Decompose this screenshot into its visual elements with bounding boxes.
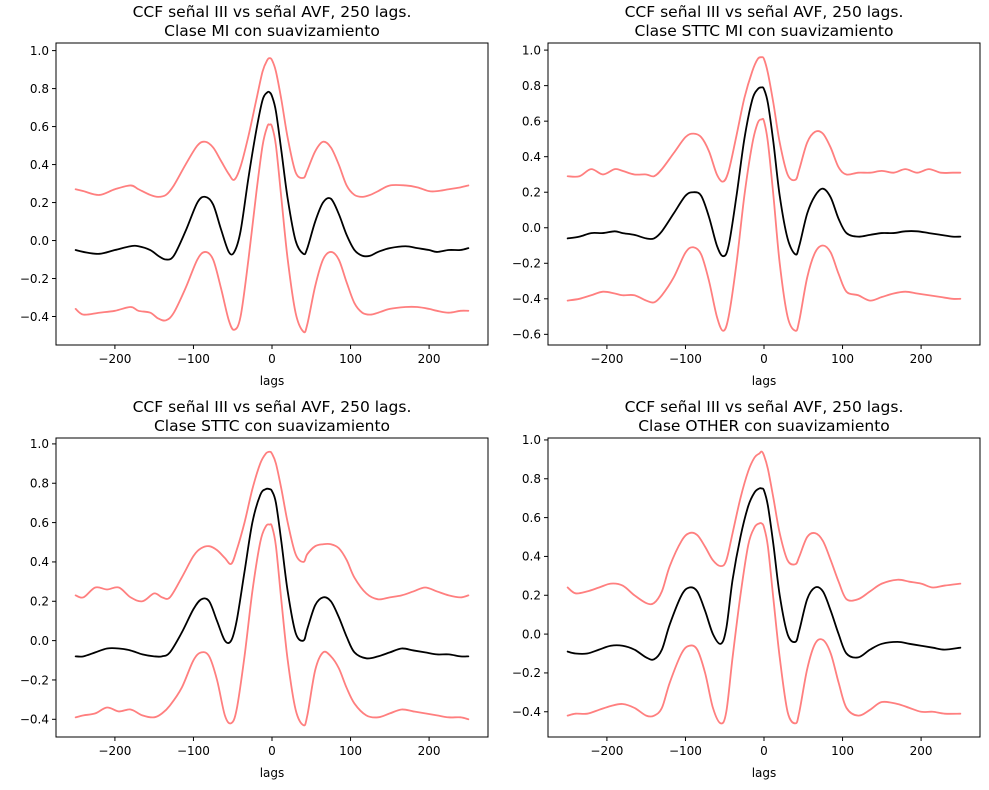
chart-title: CCF señal III vs señal AVF, 250 lags. Cla… xyxy=(625,3,904,40)
x-tick-label: 200 xyxy=(418,744,441,758)
y-tick-label: 0.0 xyxy=(522,221,541,235)
y-tick-label: 0.4 xyxy=(30,158,49,172)
y-tick-label: −0.2 xyxy=(20,673,49,687)
x-tick-label: −200 xyxy=(98,744,131,758)
y-tick-label: 0.8 xyxy=(522,472,541,486)
y-tick-label: 0.8 xyxy=(30,477,49,491)
y-tick-label: 0.6 xyxy=(522,511,541,525)
x-tick-label: 0 xyxy=(268,744,276,758)
y-tick-label: 1.0 xyxy=(30,437,49,451)
subplot-1: CCF señal III vs señal AVF, 250 lags. Cla… xyxy=(20,3,489,388)
y-tick-label: −0.4 xyxy=(20,713,49,727)
y-tick-label: 1.0 xyxy=(522,43,541,57)
chart-title-line: CCF señal III vs señal AVF, 250 lags. xyxy=(625,398,904,416)
series-group xyxy=(566,56,962,332)
x-tick-label: −200 xyxy=(590,352,623,366)
x-tick-label: 100 xyxy=(831,352,854,366)
chart-title: CCF señal III vs señal AVF, 250 lags. Cla… xyxy=(133,3,412,40)
x-axis-label: lags xyxy=(260,766,285,780)
y-tick-label: −0.2 xyxy=(20,272,49,286)
series-group xyxy=(566,450,962,725)
chart-title-line: CCF señal III vs señal AVF, 250 lags. xyxy=(133,398,412,416)
y-tick-label: 1.0 xyxy=(30,44,49,58)
x-axis-label: lags xyxy=(752,766,777,780)
x-tick-label: 200 xyxy=(910,352,933,366)
y-tick-label: 0.0 xyxy=(30,234,49,248)
chart-title-line: Clase MI con suavizamiento xyxy=(164,22,380,40)
x-tick-label: 0 xyxy=(760,744,768,758)
x-tick-label: 200 xyxy=(418,352,441,366)
chart-title: CCF señal III vs señal AVF, 250 lags. Cla… xyxy=(133,398,412,435)
y-tick-label: 0.2 xyxy=(522,589,541,603)
series-group xyxy=(74,450,470,727)
x-axis-label: lags xyxy=(752,374,777,388)
y-tick-label: 0.2 xyxy=(30,196,49,210)
series-line-lower xyxy=(74,123,470,334)
y-tick-label: 0.2 xyxy=(30,595,49,609)
chart-title-line: Clase OTHER con suavizamiento xyxy=(638,417,890,435)
series-line-lower xyxy=(566,522,962,725)
x-tick-label: 0 xyxy=(760,352,768,366)
series-group xyxy=(74,57,470,334)
x-tick-label: −100 xyxy=(177,744,210,758)
series-line-mean xyxy=(566,487,962,661)
y-tick-label: 0.6 xyxy=(30,120,49,134)
chart-title-line: Clase STTC con suavizamiento xyxy=(154,417,390,435)
series-line-upper xyxy=(74,450,470,603)
chart-title-line: Clase STTC MI con suavizamiento xyxy=(635,22,894,40)
series-line-upper xyxy=(74,57,470,198)
x-tick-label: −200 xyxy=(98,352,131,366)
axes-frame xyxy=(55,42,489,346)
y-tick-label: 0.4 xyxy=(30,555,49,569)
x-tick-label: 0 xyxy=(268,352,276,366)
y-tick-label: −0.2 xyxy=(512,666,541,680)
y-tick-label: 0.4 xyxy=(522,150,541,164)
x-tick-label: −100 xyxy=(669,352,702,366)
y-tick-label: 1.0 xyxy=(522,433,541,447)
subplot-2: CCF señal III vs señal AVF, 250 lags. Cla… xyxy=(512,3,981,388)
y-tick-label: 0.8 xyxy=(522,79,541,93)
y-tick-label: 0.0 xyxy=(522,627,541,641)
y-tick-label: 0.6 xyxy=(30,516,49,530)
y-tick-label: 0.8 xyxy=(30,82,49,96)
y-tick-label: 0.4 xyxy=(522,550,541,564)
x-tick-label: −100 xyxy=(669,744,702,758)
subplot-3: CCF señal III vs señal AVF, 250 lags. Cla… xyxy=(20,398,489,780)
series-line-upper xyxy=(566,56,962,183)
series-line-mean xyxy=(566,86,962,258)
y-tick-label: −0.2 xyxy=(512,257,541,271)
series-line-mean xyxy=(74,487,470,660)
y-tick-label: −0.4 xyxy=(20,310,49,324)
axes-frame xyxy=(547,437,981,738)
x-tick-label: 100 xyxy=(831,744,854,758)
chart-title-line: CCF señal III vs señal AVF, 250 lags. xyxy=(625,3,904,21)
chart-title: CCF señal III vs señal AVF, 250 lags. Cla… xyxy=(625,398,904,435)
series-line-upper xyxy=(566,450,962,606)
y-tick-label: 0.0 xyxy=(30,634,49,648)
y-tick-label: 0.6 xyxy=(522,114,541,128)
x-tick-label: −100 xyxy=(177,352,210,366)
x-axis-label: lags xyxy=(260,374,285,388)
subplot-4: CCF señal III vs señal AVF, 250 lags. Cla… xyxy=(512,398,981,780)
series-line-lower xyxy=(566,117,962,332)
y-tick-label: −0.4 xyxy=(512,292,541,306)
x-tick-label: 200 xyxy=(910,744,933,758)
x-tick-label: 100 xyxy=(339,352,362,366)
chart-title-line: CCF señal III vs señal AVF, 250 lags. xyxy=(133,3,412,21)
series-line-mean xyxy=(74,90,470,261)
series-line-lower xyxy=(74,523,470,727)
y-tick-label: −0.6 xyxy=(512,328,541,342)
y-tick-label: 0.2 xyxy=(522,186,541,200)
x-tick-label: 100 xyxy=(339,744,362,758)
y-tick-label: −0.4 xyxy=(512,705,541,719)
x-tick-label: −200 xyxy=(590,744,623,758)
